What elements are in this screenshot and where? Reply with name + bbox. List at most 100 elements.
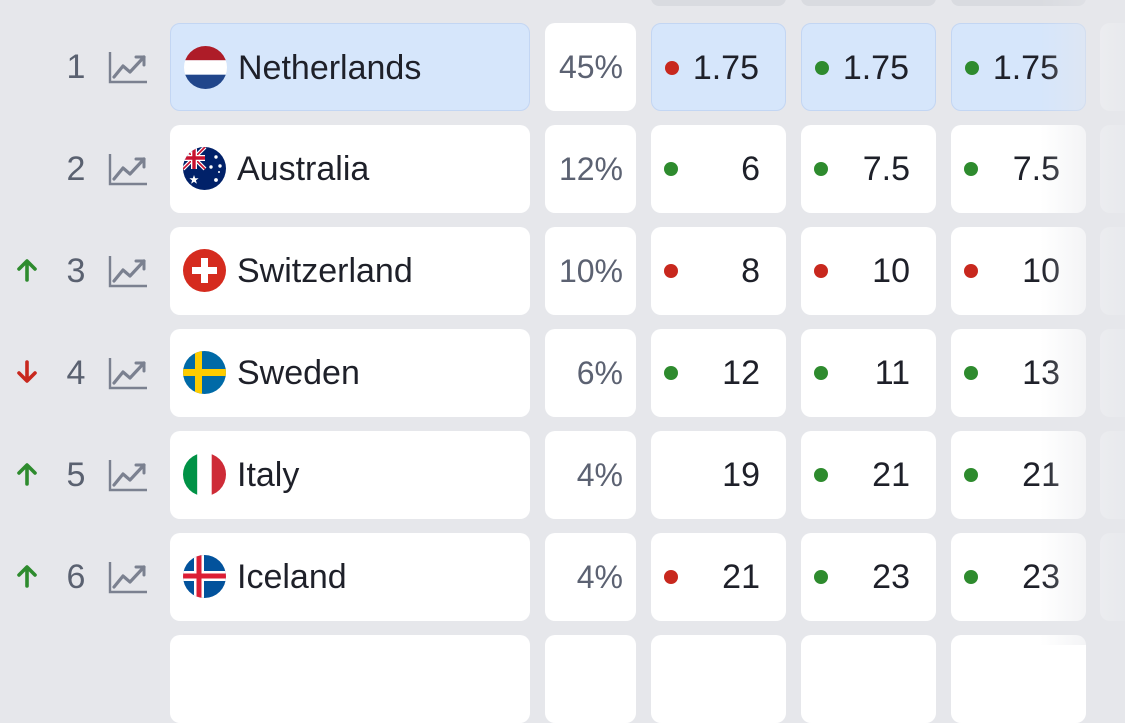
probability-cell: 12% <box>545 125 636 213</box>
probability-cell[interactable] <box>545 635 636 723</box>
odds-cell[interactable]: 7.5 <box>951 125 1086 213</box>
header-stub <box>651 0 786 6</box>
odds-drifting-dot <box>664 570 678 584</box>
australia-flag-icon <box>183 147 226 190</box>
odds-cell[interactable]: 6 <box>651 125 786 213</box>
odds-cell[interactable]: 21 <box>801 431 936 519</box>
odds-cell[interactable]: 12 <box>651 329 786 417</box>
odds-cell[interactable] <box>951 635 1086 723</box>
switzerland-flag-icon <box>183 249 226 292</box>
probability-value: 12% <box>558 151 623 187</box>
country-name: Sweden <box>237 354 360 392</box>
probability-value: 4% <box>576 457 623 493</box>
country-cell[interactable]: Switzerland <box>170 227 530 315</box>
country-cell[interactable]: Sweden <box>170 329 530 417</box>
odds-value: 21 <box>872 456 910 494</box>
table-row[interactable]: 2 Australia 12% 6 7.5 7.5 <box>0 125 1125 213</box>
odds-cell-partial[interactable] <box>1100 431 1125 519</box>
odds-shortening-dot <box>814 570 828 584</box>
table-row[interactable]: 6 Iceland 4% 21 23 23 <box>0 533 1125 621</box>
odds-cell[interactable]: 10 <box>951 227 1086 315</box>
odds-value: 7.5 <box>862 150 910 188</box>
odds-value: 1.75 <box>692 49 759 87</box>
probability-value: 4% <box>576 559 623 595</box>
country-name: Iceland <box>237 558 347 596</box>
probability-value: 45% <box>558 49 623 85</box>
odds-cell-partial[interactable] <box>1100 533 1125 621</box>
country-cell[interactable]: Iceland <box>170 533 530 621</box>
rank-number: 6 <box>66 558 86 596</box>
odds-cell[interactable]: 13 <box>951 329 1086 417</box>
arrow-up-icon <box>14 257 40 283</box>
country-cell[interactable]: Australia <box>170 125 530 213</box>
header-stub <box>951 0 1086 6</box>
table-row[interactable]: 5 Italy 4% 19 21 21 <box>0 431 1125 519</box>
netherlands-flag-icon <box>184 46 227 89</box>
trend-chart-icon[interactable] <box>107 457 149 493</box>
country-name: Netherlands <box>238 49 422 87</box>
country-cell[interactable] <box>170 635 530 723</box>
odds-cell[interactable]: 8 <box>651 227 786 315</box>
sweden-flag-icon <box>183 351 226 394</box>
odds-cell-partial[interactable] <box>1100 23 1125 111</box>
rank-number: 4 <box>66 354 86 392</box>
trend-chart-icon[interactable] <box>107 49 149 85</box>
table-row[interactable]: 4 Sweden 6% 12 11 13 <box>0 329 1125 417</box>
odds-shortening-dot <box>964 570 978 584</box>
odds-cell[interactable]: 1.75 <box>951 23 1086 111</box>
odds-value: 23 <box>872 558 910 596</box>
rank-number: 1 <box>66 48 86 86</box>
odds-cell[interactable]: 23 <box>951 533 1086 621</box>
country-name: Italy <box>237 456 300 494</box>
odds-shortening-dot <box>964 366 978 380</box>
odds-shortening-dot <box>814 468 828 482</box>
table-row[interactable]: 1 Netherlands 45% 1.75 1.75 1.75 <box>0 23 1125 111</box>
country-name: Australia <box>237 150 370 188</box>
odds-cell[interactable]: 11 <box>801 329 936 417</box>
odds-cell-partial[interactable] <box>1100 329 1125 417</box>
trend-chart-icon[interactable] <box>107 355 149 391</box>
arrow-up-icon <box>14 563 40 589</box>
odds-shortening-dot <box>664 162 678 176</box>
odds-cell[interactable]: 21 <box>951 431 1086 519</box>
probability-cell: 10% <box>545 227 636 315</box>
odds-cell[interactable]: 19 <box>651 431 786 519</box>
odds-value: 7.5 <box>1012 150 1060 188</box>
table-row[interactable]: 3 Switzerland 10% 8 10 10 <box>0 227 1125 315</box>
odds-cell[interactable] <box>801 635 936 723</box>
odds-cell[interactable]: 1.75 <box>801 23 936 111</box>
odds-cell[interactable]: 10 <box>801 227 936 315</box>
country-name: Switzerland <box>237 252 413 290</box>
odds-value: 1.75 <box>842 49 909 87</box>
odds-drifting-dot <box>964 264 978 278</box>
odds-cell[interactable]: 21 <box>651 533 786 621</box>
odds-value: 19 <box>722 456 760 494</box>
italy-flag-icon <box>183 453 226 496</box>
odds-cell[interactable] <box>651 635 786 723</box>
odds-value: 23 <box>1022 558 1060 596</box>
odds-value: 10 <box>1022 252 1060 290</box>
trend-chart-icon[interactable] <box>107 559 149 595</box>
odds-cell-partial[interactable] <box>1100 125 1125 213</box>
probability-value: 10% <box>558 253 623 289</box>
odds-cell-partial[interactable] <box>1100 227 1125 315</box>
country-cell[interactable]: Italy <box>170 431 530 519</box>
odds-shortening-dot <box>664 366 678 380</box>
country-cell[interactable]: Netherlands <box>170 23 530 111</box>
probability-cell: 4% <box>545 533 636 621</box>
probability-cell: 45% <box>545 23 636 111</box>
table-row-partial[interactable] <box>0 635 1125 723</box>
odds-cell[interactable]: 7.5 <box>801 125 936 213</box>
probability-cell: 6% <box>545 329 636 417</box>
header-stub <box>801 0 936 6</box>
probability-cell: 4% <box>545 431 636 519</box>
odds-cell[interactable]: 23 <box>801 533 936 621</box>
arrow-up-icon <box>14 461 40 487</box>
odds-value: 6 <box>741 150 760 188</box>
odds-drifting-dot <box>664 264 678 278</box>
odds-cell[interactable]: 1.75 <box>651 23 786 111</box>
trend-chart-icon[interactable] <box>107 253 149 289</box>
odds-shortening-dot <box>965 61 979 75</box>
trend-chart-icon[interactable] <box>107 151 149 187</box>
probability-value: 6% <box>576 355 623 391</box>
